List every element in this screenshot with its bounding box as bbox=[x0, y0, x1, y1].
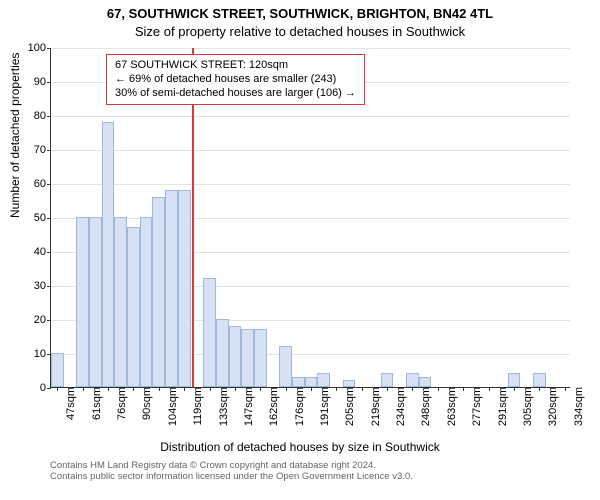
histogram-bar bbox=[241, 329, 254, 387]
histogram-bar bbox=[229, 326, 242, 387]
x-tick-label: 119sqm bbox=[188, 387, 204, 425]
x-tick-label: 162sqm bbox=[264, 387, 280, 426]
chart-subtitle: Size of property relative to detached ho… bbox=[0, 22, 600, 39]
histogram-bar bbox=[140, 217, 153, 387]
footer-line-2: Contains public sector information licen… bbox=[50, 471, 413, 482]
chart-title: 67, SOUTHWICK STREET, SOUTHWICK, BRIGHTO… bbox=[0, 0, 600, 22]
x-tick-label: 147sqm bbox=[239, 387, 255, 426]
histogram-bar bbox=[292, 377, 305, 387]
chart-container: 67, SOUTHWICK STREET, SOUTHWICK, BRIGHTO… bbox=[0, 0, 600, 500]
histogram-bar bbox=[533, 373, 546, 387]
x-tick-label: 291sqm bbox=[493, 387, 509, 426]
histogram-bar bbox=[419, 377, 432, 387]
x-axis-label: Distribution of detached houses by size … bbox=[0, 440, 600, 454]
histogram-bar bbox=[216, 319, 229, 387]
y-tick-label: 80 bbox=[34, 110, 51, 122]
histogram-bar bbox=[279, 346, 292, 387]
histogram-bar bbox=[343, 380, 356, 387]
histogram-bar bbox=[508, 373, 521, 387]
annotation-line-2: ← 69% of detached houses are smaller (24… bbox=[115, 73, 356, 87]
plot-area: 0102030405060708090100 67 SOUTHWICK STRE… bbox=[50, 48, 570, 388]
y-tick-label: 0 bbox=[40, 382, 51, 394]
y-tick-label: 40 bbox=[34, 246, 51, 258]
y-axis-label: Number of detached properties bbox=[8, 53, 22, 218]
x-tick-label: 219sqm bbox=[366, 387, 382, 426]
y-tick-label: 100 bbox=[28, 42, 51, 54]
histogram-bar bbox=[152, 197, 165, 387]
y-tick-label: 90 bbox=[34, 76, 51, 88]
histogram-bar bbox=[203, 278, 216, 387]
histogram-bar bbox=[178, 190, 191, 387]
histogram-bar bbox=[254, 329, 267, 387]
histogram-bar bbox=[165, 190, 178, 387]
histogram-bar bbox=[406, 373, 419, 387]
y-tick-label: 70 bbox=[34, 144, 51, 156]
y-tick-label: 50 bbox=[34, 212, 51, 224]
histogram-bar bbox=[317, 373, 330, 387]
x-tick-label: 305sqm bbox=[518, 387, 534, 426]
histogram-bar bbox=[114, 217, 127, 387]
histogram-bar bbox=[381, 373, 394, 387]
x-tick-label: 234sqm bbox=[391, 387, 407, 426]
x-tick-label: 76sqm bbox=[112, 387, 128, 420]
x-tick-label: 176sqm bbox=[290, 387, 306, 426]
y-tick-label: 20 bbox=[34, 314, 51, 326]
y-tick-label: 10 bbox=[34, 348, 51, 360]
histogram-bar bbox=[102, 122, 115, 387]
x-tick-label: 47sqm bbox=[61, 387, 77, 420]
x-tick-label: 320sqm bbox=[543, 387, 559, 426]
y-tick-label: 60 bbox=[34, 178, 51, 190]
x-tick-label: 205sqm bbox=[340, 387, 356, 426]
x-tick-label: 61sqm bbox=[87, 387, 103, 420]
x-tick-label: 263sqm bbox=[442, 387, 458, 426]
x-tick-label: 133sqm bbox=[214, 387, 230, 426]
annotation-box: 67 SOUTHWICK STREET: 120sqm ← 69% of det… bbox=[106, 54, 365, 105]
x-tick-label: 334sqm bbox=[569, 387, 585, 426]
footer-line-1: Contains HM Land Registry data © Crown c… bbox=[50, 460, 413, 471]
y-tick-label: 30 bbox=[34, 280, 51, 292]
histogram-bar bbox=[51, 353, 64, 387]
x-tick-label: 104sqm bbox=[163, 387, 179, 426]
annotation-line-1: 67 SOUTHWICK STREET: 120sqm bbox=[115, 59, 356, 73]
annotation-line-3: 30% of semi-detached houses are larger (… bbox=[115, 87, 356, 101]
x-tick-label: 90sqm bbox=[137, 387, 153, 420]
footer-attribution: Contains HM Land Registry data © Crown c… bbox=[50, 460, 413, 483]
histogram-bar bbox=[127, 227, 140, 387]
histogram-bar bbox=[76, 217, 89, 387]
x-tick-label: 191sqm bbox=[315, 387, 331, 426]
histogram-bar bbox=[305, 377, 318, 387]
x-tick-label: 277sqm bbox=[467, 387, 483, 426]
histogram-bar bbox=[89, 217, 102, 387]
x-tick-label: 248sqm bbox=[416, 387, 432, 426]
